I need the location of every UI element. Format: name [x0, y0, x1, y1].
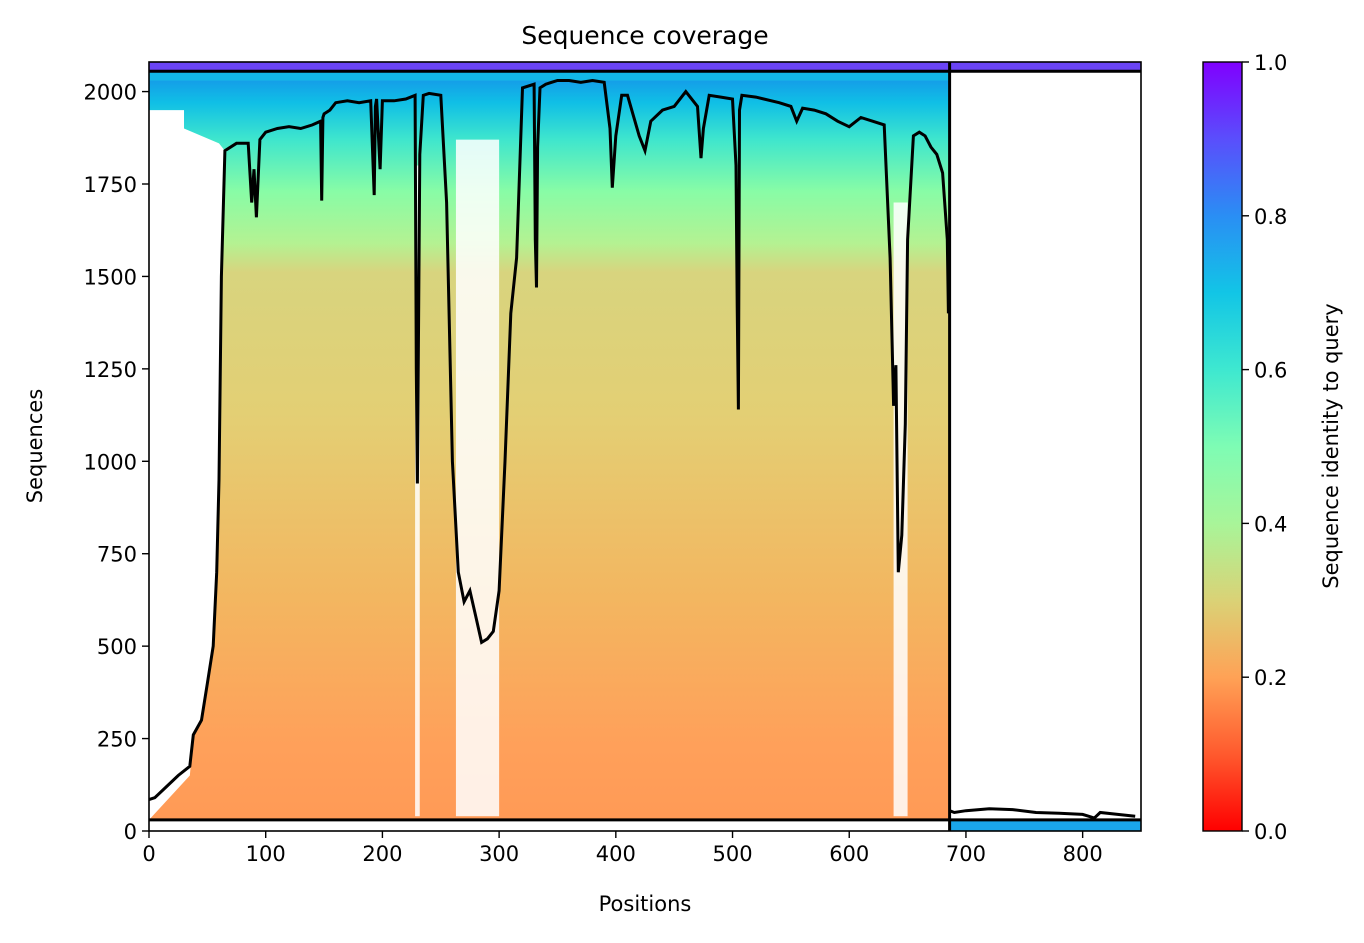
- chart-title: Sequence coverage: [521, 21, 768, 50]
- y-axis: 0 250 500 750 1000 1250 1500 1750 2000: [84, 81, 149, 844]
- segment2-top-band: [949, 62, 1141, 72]
- segment1-bottom-rows: [149, 819, 950, 831]
- colorbar-label: Sequence identity to query: [1319, 303, 1343, 588]
- coverage-heatmap: [149, 62, 1141, 831]
- gap-region-270-300: [455, 139, 500, 817]
- colorbar-tick-label: 0.0: [1254, 820, 1287, 844]
- x-tick-label: 100: [246, 842, 286, 866]
- x-tick-label: 400: [596, 842, 636, 866]
- segment1-top-band: [149, 62, 950, 72]
- x-tick-label: 300: [479, 842, 519, 866]
- x-tick-label: 700: [946, 842, 986, 866]
- y-tick-label: 1000: [84, 450, 137, 474]
- gap-column-230: [415, 165, 420, 817]
- y-tick-label: 0: [124, 820, 137, 844]
- y-tick-label: 1500: [84, 265, 137, 289]
- x-tick-label: 800: [1063, 842, 1103, 866]
- x-axis: 0 100 200 300 400 500 600 700 800: [142, 831, 1103, 866]
- colorbar-tick-label: 0.4: [1254, 512, 1287, 536]
- segment-horizontal-lines: [149, 69, 1141, 822]
- y-tick-label: 1750: [84, 173, 137, 197]
- segment1-upper-band: [149, 71, 950, 81]
- y-tick-label: 2000: [84, 81, 137, 105]
- segment1-alignment-block: [149, 80, 950, 820]
- y-tick-label: 1250: [84, 358, 137, 382]
- colorbar-tick-label: 0.6: [1254, 359, 1287, 383]
- x-axis-label: Positions: [599, 892, 692, 916]
- colorbar-tick-label: 1.0: [1254, 51, 1287, 75]
- segment2-bottom-band: [949, 819, 1141, 831]
- colorbar-ticks: 0.0 0.2 0.4 0.6 0.8 1.0: [1242, 51, 1287, 844]
- x-tick-label: 0: [142, 842, 155, 866]
- x-tick-label: 600: [829, 842, 869, 866]
- colorbar: [1202, 61, 1243, 832]
- unaligned-region-left: [149, 110, 225, 820]
- colorbar-tick-label: 0.2: [1254, 666, 1287, 690]
- gap-column-645: [893, 202, 908, 817]
- y-tick-label: 750: [97, 543, 137, 567]
- coverage-line: [148, 78, 1136, 820]
- y-axis-label: Sequences: [23, 389, 47, 504]
- colorbar-tick-label: 0.8: [1254, 205, 1287, 229]
- y-tick-label: 250: [97, 728, 137, 752]
- x-tick-label: 500: [712, 842, 752, 866]
- plot-frame: [148, 61, 1142, 832]
- x-tick-label: 200: [362, 842, 402, 866]
- y-tick-label: 500: [97, 635, 137, 659]
